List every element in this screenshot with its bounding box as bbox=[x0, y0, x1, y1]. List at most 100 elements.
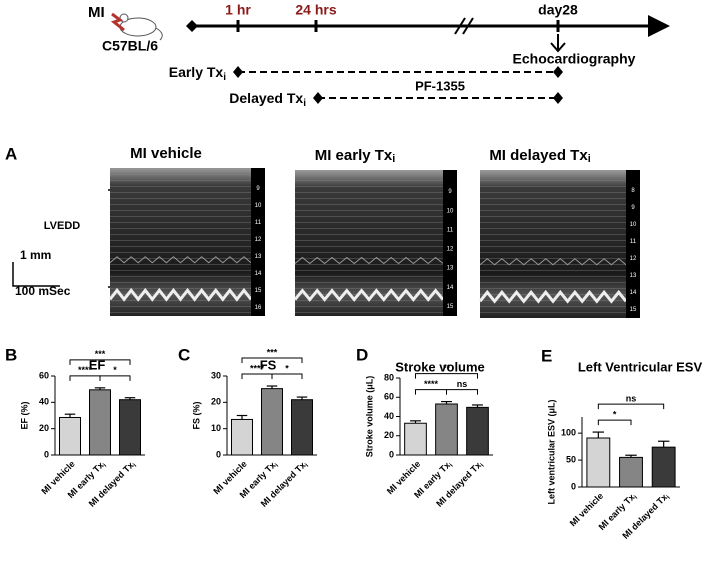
depth-label: 10 bbox=[255, 203, 262, 209]
significance-bracket bbox=[241, 357, 303, 364]
depth-label: 12 bbox=[255, 237, 262, 243]
timeline: MI C57BL/6 1 hr 24 hrs day28 Echocardiog… bbox=[88, 2, 670, 109]
subscript: i bbox=[448, 462, 454, 468]
chart-title: Left Ventricular ESV bbox=[578, 359, 703, 374]
y-tick-label: 100 bbox=[561, 428, 576, 438]
time-label: 24 hrs bbox=[295, 2, 336, 18]
significance-label: *** bbox=[95, 349, 106, 359]
depth-label: 12 bbox=[630, 256, 637, 262]
y-tick-label: 30 bbox=[211, 370, 221, 380]
drug-label: PF-1355 bbox=[415, 78, 465, 93]
panel-label: C bbox=[178, 345, 190, 364]
significance-bracket bbox=[241, 373, 273, 380]
y-tick-label: 10 bbox=[211, 423, 221, 433]
endpoint-label: Echocardiography bbox=[513, 51, 636, 67]
depth-label: 11 bbox=[447, 227, 454, 233]
subscript: i bbox=[588, 153, 591, 165]
text-main: MI early Tx bbox=[315, 147, 393, 164]
significance-bracket bbox=[446, 389, 478, 395]
y-tick-label: 0 bbox=[571, 481, 576, 491]
echo-wall bbox=[109, 256, 252, 264]
scale-x-label: 100 mSec bbox=[15, 284, 71, 298]
significance-bracket bbox=[415, 389, 447, 395]
y-tick-label: 40 bbox=[39, 397, 49, 407]
text-main: MI delayed Tx bbox=[489, 147, 588, 164]
bar bbox=[586, 437, 611, 488]
subscript: i bbox=[479, 462, 485, 468]
significance-label: **** bbox=[250, 363, 265, 373]
y-tick-label: 60 bbox=[39, 370, 49, 380]
bar bbox=[119, 399, 141, 456]
early-label: Early Txi bbox=[169, 64, 226, 83]
panel-label: E bbox=[541, 346, 552, 365]
depth-strip bbox=[251, 168, 265, 316]
subscript: i bbox=[132, 462, 138, 468]
subscript: i bbox=[274, 462, 280, 468]
echo-wall bbox=[478, 289, 628, 304]
y-tick-label: 20 bbox=[39, 423, 49, 433]
depth-label: 12 bbox=[447, 247, 454, 253]
depth-label: 11 bbox=[630, 239, 637, 245]
echo-wall bbox=[294, 256, 444, 265]
depth-label: 9 bbox=[448, 189, 452, 195]
echo-texture bbox=[110, 168, 251, 316]
y-tick-label: 40 bbox=[384, 411, 394, 421]
chart-title: Stroke volume bbox=[395, 359, 485, 374]
y-tick-label: 80 bbox=[384, 372, 394, 382]
significance-bracket bbox=[69, 375, 101, 381]
image-title: MI delayed Txi bbox=[489, 147, 590, 165]
depth-strip bbox=[443, 170, 457, 316]
echo-texture bbox=[480, 170, 626, 318]
text-main: MI vehicle bbox=[130, 145, 202, 162]
chart-title: FS bbox=[260, 357, 277, 372]
y-axis-label: Left ventricular ESV (μL) bbox=[546, 399, 556, 504]
depth-label: 14 bbox=[447, 285, 454, 291]
panel-label: D bbox=[356, 345, 368, 364]
significance-bracket bbox=[99, 375, 131, 381]
y-tick-label: 0 bbox=[389, 449, 394, 459]
significance-label: * bbox=[613, 409, 617, 419]
subscript: i bbox=[102, 462, 108, 468]
significance-label: **** bbox=[424, 379, 439, 389]
panel-label: B bbox=[5, 345, 17, 364]
y-axis-label: EF (%) bbox=[19, 401, 29, 429]
significance-label: *** bbox=[267, 347, 278, 357]
y-tick-label: 20 bbox=[211, 397, 221, 407]
bar bbox=[435, 403, 458, 456]
depth-label: 14 bbox=[255, 271, 262, 277]
y-tick-label: 50 bbox=[566, 454, 576, 464]
time-label: 1 hr bbox=[225, 2, 251, 18]
delayed-text: Delayed Tx bbox=[229, 90, 303, 106]
depth-label: 14 bbox=[630, 290, 637, 296]
depth-label: 13 bbox=[630, 273, 637, 279]
subscript: i bbox=[303, 98, 306, 109]
bar bbox=[404, 422, 427, 456]
significance-bracket bbox=[597, 403, 665, 410]
early-text: Early Tx bbox=[169, 64, 224, 80]
significance-label: ns bbox=[626, 393, 637, 403]
panel-label: A bbox=[5, 144, 17, 163]
y-tick-label: 60 bbox=[384, 392, 394, 402]
y-tick-label: 0 bbox=[44, 449, 49, 459]
bar bbox=[466, 406, 489, 456]
depth-label: 16 bbox=[255, 305, 262, 311]
subscript: i bbox=[392, 153, 395, 165]
y-axis-label: FS (%) bbox=[191, 401, 201, 429]
y-tick-label: 20 bbox=[384, 430, 394, 440]
bar bbox=[59, 416, 81, 456]
depth-label: 10 bbox=[630, 222, 637, 228]
significance-label: ** bbox=[443, 363, 451, 373]
time-label: day28 bbox=[538, 2, 578, 18]
subscript: i bbox=[665, 494, 671, 500]
significance-bracket bbox=[69, 359, 131, 365]
subscript: i bbox=[304, 462, 310, 468]
significance-label: * bbox=[113, 365, 117, 375]
y-tick-label: 0 bbox=[216, 449, 221, 459]
image-title: MI vehicle bbox=[130, 145, 202, 162]
depth-label: 15 bbox=[630, 307, 637, 313]
significance-label: * bbox=[285, 363, 289, 373]
y-axis-label: Stroke volume (μL) bbox=[364, 376, 374, 458]
depth-label: 13 bbox=[447, 266, 454, 272]
lvedd-label: LVEDD bbox=[44, 220, 81, 232]
echo-wall bbox=[479, 258, 627, 266]
